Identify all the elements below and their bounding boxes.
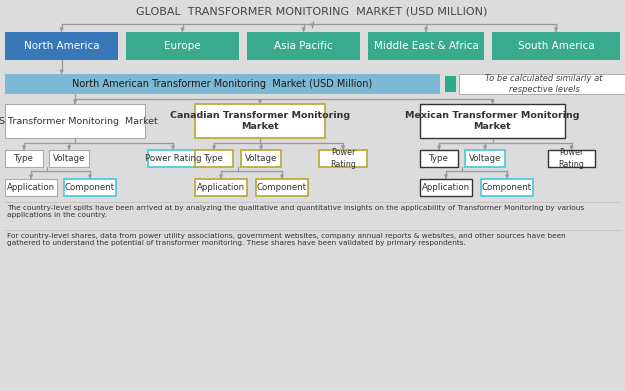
Text: Component: Component [482,183,532,192]
FancyBboxPatch shape [5,150,43,167]
FancyBboxPatch shape [548,150,595,167]
Text: Power
Rating: Power Rating [330,149,356,169]
Text: Voltage: Voltage [245,154,278,163]
FancyBboxPatch shape [195,150,233,167]
Text: Type: Type [204,154,224,163]
FancyBboxPatch shape [126,32,239,60]
FancyBboxPatch shape [459,74,625,94]
FancyBboxPatch shape [5,74,440,94]
FancyBboxPatch shape [445,76,456,92]
FancyBboxPatch shape [420,104,565,138]
Text: Application: Application [422,183,470,192]
Text: Type: Type [14,154,34,163]
Text: Component: Component [65,183,115,192]
FancyBboxPatch shape [481,179,533,196]
Text: Power
Rating: Power Rating [559,149,584,169]
Text: GLOBAL  TRANSFORMER MONITORING  MARKET (USD MILLION): GLOBAL TRANSFORMER MONITORING MARKET (US… [136,6,488,16]
Text: South America: South America [518,41,594,51]
FancyBboxPatch shape [195,104,325,138]
FancyBboxPatch shape [368,32,484,60]
FancyBboxPatch shape [241,150,281,167]
FancyBboxPatch shape [420,150,458,167]
FancyBboxPatch shape [319,150,367,167]
Text: Type: Type [429,154,449,163]
Text: North America: North America [24,41,99,51]
FancyBboxPatch shape [465,150,505,167]
FancyBboxPatch shape [64,179,116,196]
Text: Europe: Europe [164,41,201,51]
FancyBboxPatch shape [420,179,472,196]
Text: Canadian Transformer Monitoring
Market: Canadian Transformer Monitoring Market [170,111,350,131]
FancyBboxPatch shape [0,0,625,20]
FancyBboxPatch shape [492,32,620,60]
Text: To be calculated similarly at
respective levels: To be calculated similarly at respective… [485,74,602,94]
FancyBboxPatch shape [5,32,118,60]
Text: Component: Component [257,183,307,192]
Text: Middle East & Africa: Middle East & Africa [374,41,479,51]
FancyBboxPatch shape [195,179,247,196]
Text: Application: Application [7,183,55,192]
Text: North American Transformer Monitoring  Market (USD Million): North American Transformer Monitoring Ma… [72,79,372,89]
Text: Power Rating: Power Rating [145,154,201,163]
FancyBboxPatch shape [49,150,89,167]
Text: US Transformer Monitoring  Market: US Transformer Monitoring Market [0,117,158,126]
Text: Asia Pacific: Asia Pacific [274,41,332,51]
Text: For country-level shares, data from power utility associations, government websi: For country-level shares, data from powe… [7,233,566,246]
Text: The country-level splits have been arrived at by analyzing the qualitative and q: The country-level splits have been arriv… [7,205,584,218]
FancyBboxPatch shape [148,150,198,167]
FancyBboxPatch shape [5,179,57,196]
FancyBboxPatch shape [256,179,308,196]
FancyBboxPatch shape [247,32,360,60]
Text: Application: Application [197,183,245,192]
Text: Voltage: Voltage [469,154,501,163]
Text: Mexican Transformer Monitoring
Market: Mexican Transformer Monitoring Market [405,111,580,131]
Text: Voltage: Voltage [52,154,85,163]
FancyBboxPatch shape [5,104,145,138]
